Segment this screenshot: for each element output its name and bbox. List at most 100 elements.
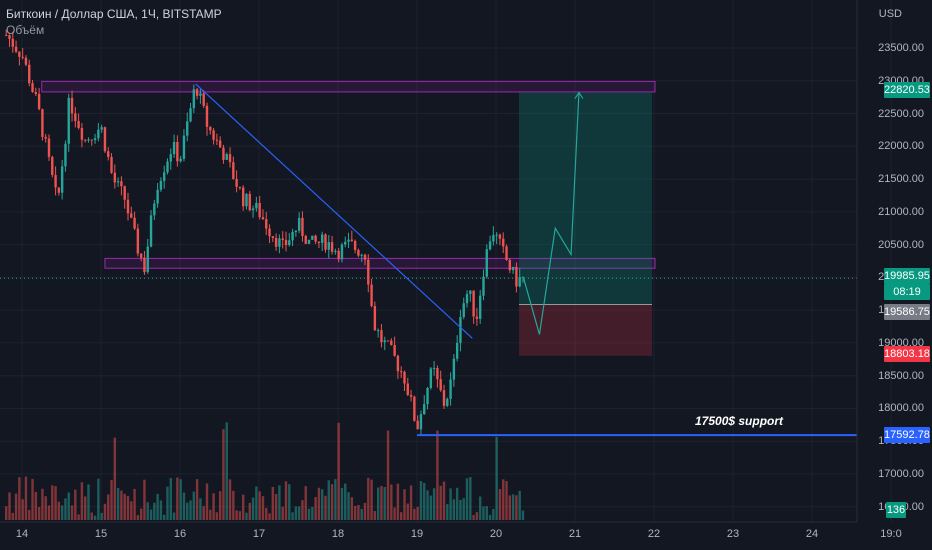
time-tick-label: 16 [173, 528, 187, 540]
volume-bar [242, 494, 245, 520]
volume-bar [363, 502, 367, 520]
volume-bar [8, 492, 11, 520]
position-tool [519, 92, 652, 356]
volume-bar [153, 502, 156, 520]
candle-body [251, 208, 255, 211]
volume-bar [268, 513, 271, 520]
chart-header: Биткоин / Доллар США, 1Ч, BITSTAMP Объём [6, 6, 222, 38]
volume-bar [205, 483, 209, 520]
price-tick-label: 21000.00 [878, 205, 924, 218]
candle-body [469, 290, 472, 294]
candle-body [163, 172, 166, 181]
volume-bar [416, 506, 419, 520]
volume-bar [288, 484, 291, 520]
candle-body [482, 276, 485, 296]
volume-bar [304, 486, 307, 520]
candle-body [495, 234, 498, 236]
volume-bar [380, 485, 383, 520]
volume-bar [406, 503, 409, 520]
candle-body [156, 189, 159, 204]
volume-bar [353, 505, 357, 520]
candle-body [311, 235, 314, 240]
volume-bar [449, 488, 452, 520]
candle-body [274, 237, 278, 247]
candle-body [136, 228, 140, 254]
symbol-title[interactable]: Биткоин / Доллар США, 1Ч, BITSTAMP [6, 7, 222, 21]
candle-body [51, 156, 54, 175]
volume-bar [70, 505, 74, 520]
candle-body [419, 414, 423, 430]
volume-bar [149, 509, 153, 520]
price-tick-label: 19000.00 [878, 336, 924, 349]
candle-body [218, 140, 222, 148]
volume-bar [429, 495, 433, 520]
volume-bar [182, 492, 186, 520]
candle-body [268, 228, 271, 237]
volume-bar [110, 480, 113, 520]
volume-bar [159, 500, 163, 520]
volume-bar [337, 422, 340, 520]
candle-body [28, 64, 31, 84]
candle-body [502, 238, 505, 247]
candle-body [511, 266, 515, 271]
candle-body [452, 358, 456, 380]
candle-body [34, 92, 38, 94]
volume-bar [166, 486, 169, 520]
zones [41, 80, 656, 269]
candle-body [205, 105, 209, 127]
volume-bar [502, 479, 505, 520]
volume-bar [327, 480, 330, 520]
candle-body [455, 342, 459, 359]
candle-body [146, 246, 149, 273]
candle-body [492, 235, 495, 242]
candle-body [515, 266, 518, 287]
volume-bar [452, 499, 456, 520]
volume-bar [80, 482, 84, 520]
volume-bar [251, 497, 255, 520]
volume-bar [498, 489, 502, 520]
candle-body [192, 89, 196, 109]
volume-bar [321, 489, 324, 520]
volume-bar [139, 508, 143, 520]
candle-body [143, 257, 146, 273]
candle-body [133, 217, 136, 229]
volume-bar [163, 514, 166, 520]
candle-body [281, 238, 284, 240]
candle-body [123, 186, 126, 200]
volume-bar [143, 479, 146, 520]
candle-body [304, 235, 307, 244]
candle-body [110, 156, 113, 173]
currency-label: USD [878, 8, 902, 20]
volume-bar [202, 506, 205, 520]
candle-body [159, 180, 163, 190]
candle-body [179, 158, 182, 162]
candle-body [416, 420, 419, 430]
volume-bar [423, 482, 426, 520]
volume-bar [37, 507, 41, 520]
candle-body [436, 368, 439, 380]
candle-body [169, 154, 172, 162]
volume-bar [518, 490, 521, 520]
volume-bar [215, 512, 219, 520]
candle-body [360, 254, 363, 256]
volume-indicator-label[interactable]: Объём [6, 23, 45, 37]
volume-bar [311, 506, 314, 520]
candle-body [97, 129, 100, 139]
volume-bar [386, 430, 390, 520]
candle-body [113, 172, 117, 183]
volume-bar [126, 495, 130, 520]
volume-bar [334, 479, 337, 520]
candle-body [41, 109, 44, 137]
time-tick-label: 18 [331, 528, 345, 540]
volume-bar [383, 486, 386, 520]
candle-body [330, 242, 334, 252]
volume-bar [508, 495, 512, 520]
candle-body [472, 290, 475, 317]
volume-bar [136, 515, 140, 520]
volume-bar [64, 498, 67, 520]
volume-bar [344, 483, 347, 520]
volume-bar [360, 508, 363, 520]
candle-body [449, 379, 452, 399]
candle-body [235, 179, 238, 187]
